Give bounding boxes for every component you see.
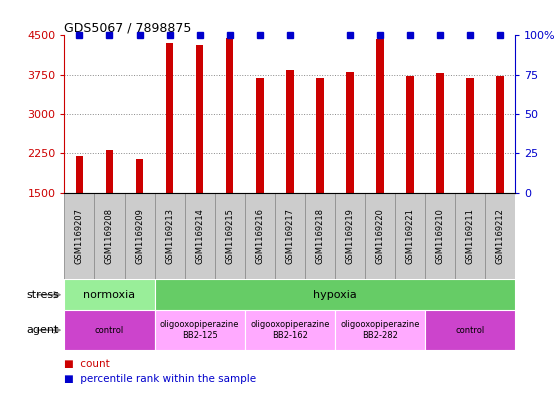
Bar [305, 193, 335, 279]
Text: GSM1169207: GSM1169207 [75, 208, 84, 264]
Bar [316, 78, 324, 193]
Text: GSM1169215: GSM1169215 [225, 208, 234, 264]
Bar [455, 193, 485, 279]
Text: agent: agent [26, 325, 59, 335]
Bar [406, 76, 414, 193]
Text: GSM1169216: GSM1169216 [255, 208, 264, 264]
Text: ■  percentile rank within the sample: ■ percentile rank within the sample [64, 374, 256, 384]
Bar [466, 78, 474, 193]
Text: GSM1169220: GSM1169220 [375, 208, 385, 264]
Bar [64, 193, 95, 279]
Bar [124, 193, 155, 279]
Text: GSM1169211: GSM1169211 [465, 208, 475, 264]
Bar [76, 156, 83, 193]
Text: GSM1169221: GSM1169221 [405, 208, 414, 264]
Bar [496, 76, 504, 193]
Bar [136, 159, 143, 193]
Bar [155, 193, 185, 279]
Bar [64, 279, 155, 310]
Text: stress: stress [26, 290, 59, 300]
Text: control: control [455, 326, 485, 334]
Bar [425, 310, 515, 350]
Bar [346, 72, 354, 193]
Bar [155, 279, 515, 310]
Bar [256, 78, 264, 193]
Text: GSM1169210: GSM1169210 [436, 208, 445, 264]
Bar [395, 193, 425, 279]
Bar [335, 193, 365, 279]
Bar [214, 193, 245, 279]
Text: GSM1169209: GSM1169209 [135, 208, 144, 264]
Text: oligooxopiperazine
BB2-282: oligooxopiperazine BB2-282 [340, 320, 419, 340]
Bar [485, 193, 515, 279]
Bar [166, 43, 174, 193]
Bar [335, 310, 425, 350]
Text: GSM1169214: GSM1169214 [195, 208, 204, 264]
Bar [245, 193, 275, 279]
Text: oligooxopiperazine
BB2-125: oligooxopiperazine BB2-125 [160, 320, 239, 340]
Text: GSM1169218: GSM1169218 [315, 208, 324, 264]
Bar [185, 193, 214, 279]
Bar [196, 45, 203, 193]
Text: control: control [95, 326, 124, 334]
Bar [286, 70, 293, 193]
Text: GDS5067 / 7898875: GDS5067 / 7898875 [64, 21, 192, 34]
Bar [155, 310, 245, 350]
Text: GSM1169208: GSM1169208 [105, 208, 114, 264]
Bar [436, 73, 444, 193]
Bar [95, 193, 124, 279]
Bar [106, 150, 113, 193]
Text: oligooxopiperazine
BB2-162: oligooxopiperazine BB2-162 [250, 320, 329, 340]
Bar [275, 193, 305, 279]
Bar [425, 193, 455, 279]
Bar [365, 193, 395, 279]
Text: hypoxia: hypoxia [313, 290, 357, 300]
Bar [226, 38, 234, 193]
Text: GSM1169217: GSM1169217 [285, 208, 295, 264]
Text: GSM1169219: GSM1169219 [346, 208, 354, 264]
Bar [245, 310, 335, 350]
Text: GSM1169212: GSM1169212 [496, 208, 505, 264]
Bar [376, 39, 384, 193]
Text: ■  count: ■ count [64, 358, 110, 369]
Text: GSM1169213: GSM1169213 [165, 208, 174, 264]
Bar [64, 310, 155, 350]
Text: normoxia: normoxia [83, 290, 136, 300]
